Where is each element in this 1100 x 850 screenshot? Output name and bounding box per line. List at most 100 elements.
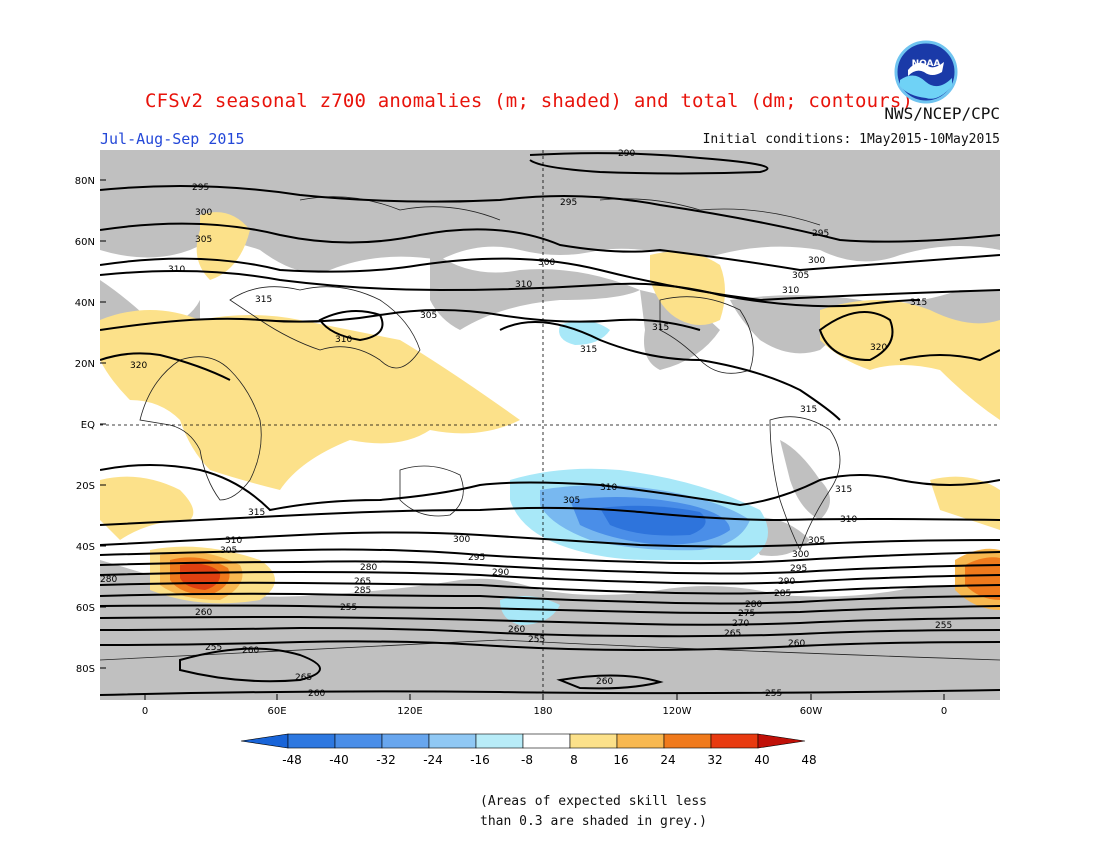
colorbar-label: -16 bbox=[470, 753, 490, 767]
pos-africa-asia bbox=[100, 310, 520, 490]
contour-label: 260 bbox=[308, 689, 325, 699]
colorbar-label: 48 bbox=[801, 753, 816, 767]
grey-north-pacific bbox=[430, 250, 640, 330]
contour-label: 295 bbox=[468, 553, 485, 563]
contour-label: 305 bbox=[195, 235, 212, 245]
colorbar-cell bbox=[616, 733, 665, 749]
lon-label: 0 bbox=[142, 706, 148, 717]
contour-label: 285 bbox=[354, 586, 371, 596]
colorbar-cell bbox=[475, 733, 524, 749]
colorbar-label: -32 bbox=[376, 753, 396, 767]
contour-label: 310 bbox=[225, 536, 242, 546]
contour-label: 310 bbox=[515, 280, 532, 290]
lat-label: 20S bbox=[76, 481, 95, 492]
lon-ticks bbox=[144, 694, 945, 700]
contour-label: 260 bbox=[508, 625, 525, 635]
contour-label: 260 bbox=[788, 639, 805, 649]
contour-label: 260 bbox=[195, 608, 212, 618]
contour-label: 315 bbox=[835, 485, 852, 495]
colorbar-cell bbox=[710, 733, 759, 749]
agency-label: NWS/NCEP/CPC bbox=[884, 104, 1000, 123]
lat-label: EQ bbox=[81, 420, 95, 431]
chart-title: CFSv2 seasonal z700 anomalies (m; shaded… bbox=[145, 90, 914, 112]
colorbar-cell bbox=[522, 733, 571, 749]
lon-label: 60W bbox=[800, 706, 823, 717]
lat-label: 40N bbox=[75, 298, 95, 309]
contour-label: 265 bbox=[354, 577, 371, 587]
contour-label: 320 bbox=[130, 361, 147, 371]
colorbar-label: -48 bbox=[282, 753, 302, 767]
colorbar-label: 32 bbox=[707, 753, 722, 767]
lat-ticks bbox=[100, 179, 106, 669]
pos-south-atlantic-east-core bbox=[965, 557, 1000, 600]
colorbar-cell bbox=[287, 733, 336, 749]
contour-label: 295 bbox=[790, 564, 807, 574]
colorbar-label: 40 bbox=[754, 753, 769, 767]
contour-label: 310 bbox=[840, 515, 857, 525]
contour-label: 265 bbox=[295, 673, 312, 683]
contour-label: 270 bbox=[732, 619, 749, 629]
contour-label: 280 bbox=[100, 575, 117, 585]
neg-southern-small bbox=[500, 596, 560, 625]
contour-label: 255 bbox=[935, 621, 952, 631]
contour-label: 290 bbox=[778, 577, 795, 587]
contour-label: 285 bbox=[774, 589, 791, 599]
contour-label: 305 bbox=[220, 546, 237, 556]
contour-label: 300 bbox=[195, 208, 212, 218]
contour-label: 305 bbox=[563, 496, 580, 506]
contour-label: 315 bbox=[800, 405, 817, 415]
initial-conditions-label: Initial conditions: 1May2015-10May2015 bbox=[702, 132, 1000, 147]
colorbar-label: -24 bbox=[423, 753, 443, 767]
neg-south-pacific-core bbox=[600, 505, 706, 536]
pos-north-europe bbox=[196, 212, 250, 280]
contour-label: 315 bbox=[255, 295, 272, 305]
contour-label: 290 bbox=[618, 149, 635, 159]
contour-label: 295 bbox=[812, 229, 829, 239]
skill-note-line2: than 0.3 are shaded in grey.) bbox=[480, 814, 707, 829]
contour-label: 315 bbox=[910, 298, 927, 308]
contour-label: 305 bbox=[808, 536, 825, 546]
contour-label: 295 bbox=[192, 183, 209, 193]
contour-label: 265 bbox=[724, 629, 741, 639]
lat-label: 40S bbox=[76, 542, 95, 553]
lon-label: 0 bbox=[941, 706, 947, 717]
colorbar-cell bbox=[428, 733, 477, 749]
lat-label: 20N bbox=[75, 359, 95, 370]
pos-atlantic bbox=[820, 300, 1000, 420]
colorbar-label: -40 bbox=[329, 753, 349, 767]
lat-label: 80S bbox=[76, 664, 95, 675]
contour-label: 315 bbox=[580, 345, 597, 355]
contour-label: 300 bbox=[453, 535, 470, 545]
season-label: Jul-Aug-Sep 2015 bbox=[100, 130, 245, 148]
contour-label: 305 bbox=[792, 271, 809, 281]
lon-axis: 0 60E 120E 180 120W 60W 0 bbox=[142, 706, 947, 717]
contour-label: 300 bbox=[792, 550, 809, 560]
reference-lines bbox=[100, 150, 1000, 700]
contour-label: 255 bbox=[528, 635, 545, 645]
contour-label: 305 bbox=[420, 311, 437, 321]
logo-text: NOAA bbox=[912, 59, 941, 69]
contour-label: 275 bbox=[738, 609, 755, 619]
colorbar: -48 -40 -32 -24 -16 -8 8 16 24 32 40 48 bbox=[240, 733, 817, 767]
colorbar-labels: -48 -40 -32 -24 -16 -8 8 16 24 32 40 48 bbox=[282, 753, 816, 767]
lat-label: 60S bbox=[76, 603, 95, 614]
lat-axis: 80N 60N 40N 20N EQ 20S 40S 60S 80S bbox=[75, 176, 95, 675]
contour-label: 255 bbox=[205, 643, 222, 653]
contour-lines bbox=[100, 152, 1000, 696]
lat-label: 60N bbox=[75, 237, 95, 248]
contour-label: 320 bbox=[870, 343, 887, 353]
colorbar-label: 24 bbox=[660, 753, 675, 767]
contour-label: 310 bbox=[600, 483, 617, 493]
lat-label: 80N bbox=[75, 176, 95, 187]
contour-label: 280 bbox=[360, 563, 377, 573]
lon-label: 120E bbox=[397, 706, 422, 717]
contour-label: 280 bbox=[745, 600, 762, 610]
lon-label: 60E bbox=[267, 706, 286, 717]
colorbar-cell bbox=[381, 733, 430, 749]
contour-label: 300 bbox=[538, 258, 555, 268]
contour-label: 315 bbox=[248, 508, 265, 518]
contour-label: 255 bbox=[765, 689, 782, 699]
skill-note: (Areas of expected skill less than 0.3 a… bbox=[480, 792, 707, 832]
contour-label: 310 bbox=[168, 265, 185, 275]
